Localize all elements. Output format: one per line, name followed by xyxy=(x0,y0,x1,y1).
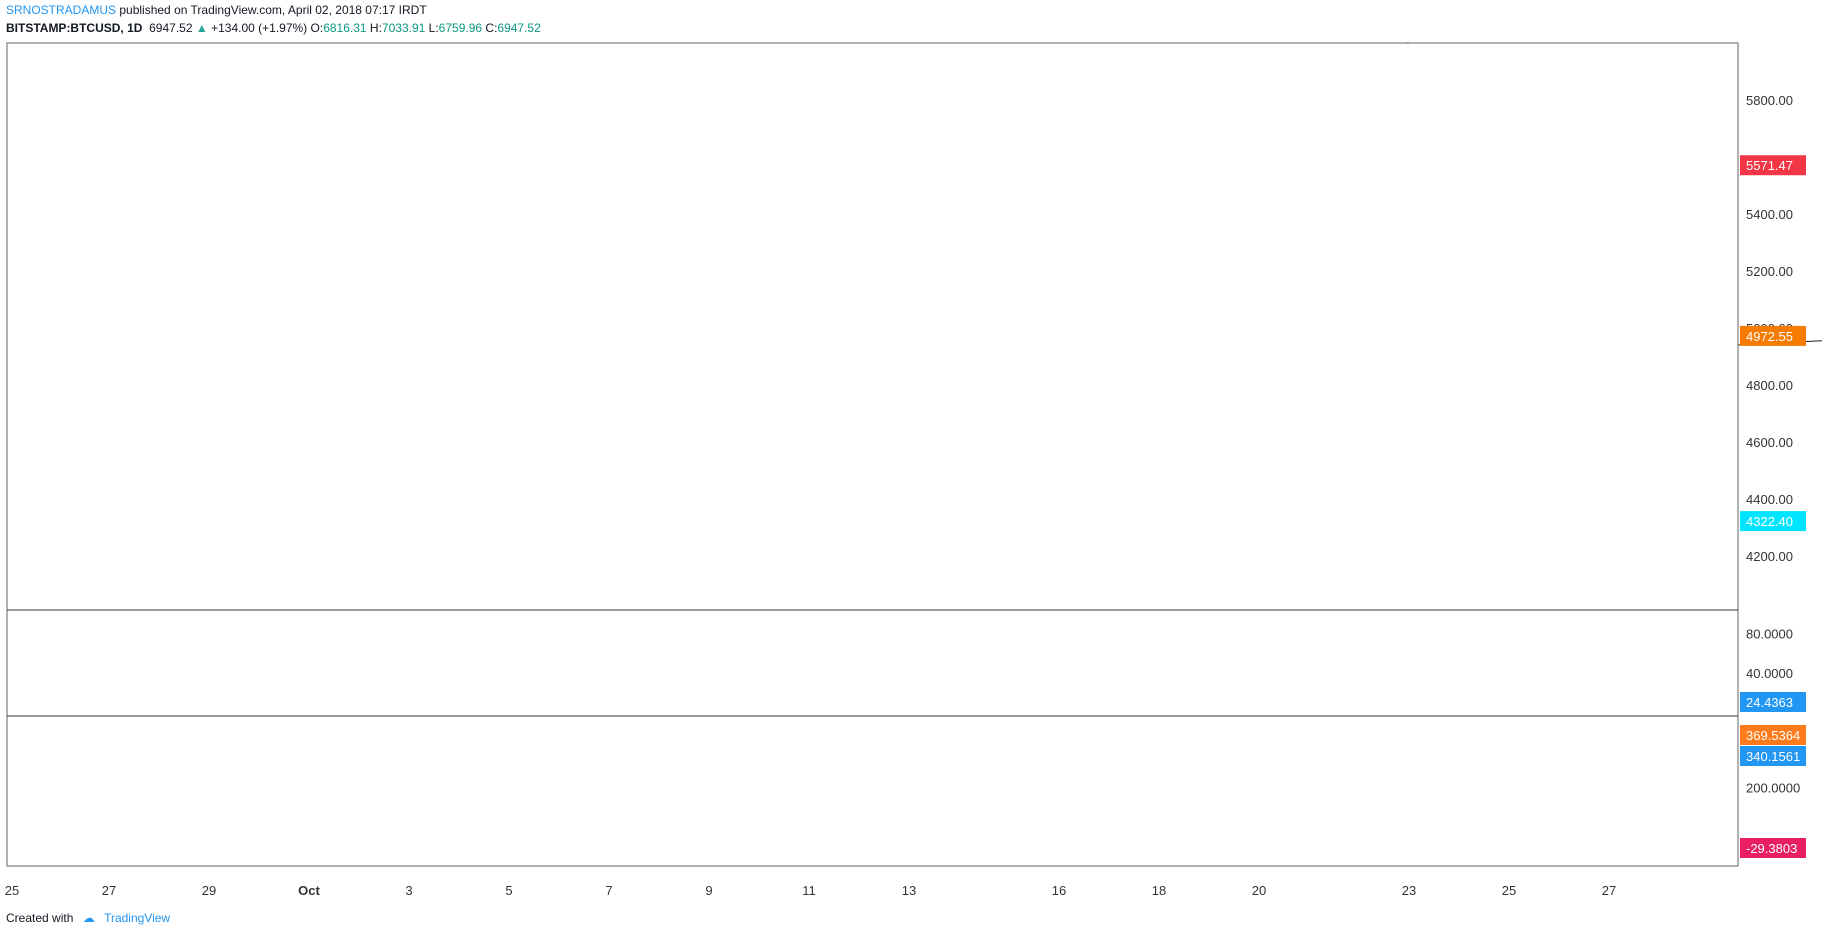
author-link[interactable]: SRNOSTRADAMUS xyxy=(6,3,117,17)
x-tick-label: 27 xyxy=(1602,883,1616,898)
x-tick-label: 5 xyxy=(505,883,512,898)
close-label: C: xyxy=(485,21,498,35)
macd-value-tag-bg xyxy=(1740,746,1806,766)
ohlc-row: BITSTAMP:BTCUSD, 1D 6947.52 ▲ +134.00 (+… xyxy=(6,21,541,35)
stoch-value-tag: 24.4363 xyxy=(1746,695,1793,710)
y-tick-label: 4200.00 xyxy=(1746,549,1793,564)
x-tick-label: 23 xyxy=(1402,883,1416,898)
macd-signal-tag-bg xyxy=(1740,725,1806,745)
x-tick-label: Oct xyxy=(298,883,320,898)
macd-hist-tag-bg xyxy=(1740,838,1806,858)
symbol-label: BITSTAMP:BTCUSD, 1D xyxy=(6,21,143,35)
change-value: +134.00 (+1.97%) xyxy=(211,21,308,35)
open-label: O: xyxy=(310,21,324,35)
y-tick-label: 5400.00 xyxy=(1746,207,1793,222)
high-value: 7033.91 xyxy=(381,21,426,35)
low-label: L: xyxy=(428,21,439,35)
price-tag-bg xyxy=(1740,325,1806,346)
last-price: 6947.52 xyxy=(149,21,193,35)
up-arrow-icon: ▲ xyxy=(195,21,208,35)
x-tick-label: 29 xyxy=(202,883,216,898)
plot-frame xyxy=(6,42,1739,867)
footer: Created with ☁ TradingView xyxy=(6,911,170,925)
x-tick-label: 13 xyxy=(902,883,916,898)
x-tick-label: 20 xyxy=(1252,883,1266,898)
publish-date: published on TradingView.com, April 02, … xyxy=(119,3,427,17)
y-tick-label: 5200.00 xyxy=(1746,264,1793,279)
created-with: Created with xyxy=(6,911,74,925)
stoch-tick-label: 40.0000 xyxy=(1746,666,1793,681)
x-tick-label: 25 xyxy=(1502,883,1516,898)
x-tick-label: 16 xyxy=(1052,883,1066,898)
x-tick-label: 25 xyxy=(5,883,19,898)
y-tick-label: 4600.00 xyxy=(1746,435,1793,450)
price-tag-bg xyxy=(1740,511,1806,532)
price-tag: 5571.47 xyxy=(1746,158,1793,173)
x-tick-label: 18 xyxy=(1152,883,1166,898)
x-tick-label: 27 xyxy=(102,883,116,898)
axes: 5800.005400.005200.005000.004800.004600.… xyxy=(5,42,1806,898)
macd-signal-tag: 369.5364 xyxy=(1746,728,1800,743)
close-value: 6947.52 xyxy=(497,21,541,35)
x-tick-label: 7 xyxy=(605,883,612,898)
publish-info: SRNOSTRADAMUS published on TradingView.c… xyxy=(6,3,427,17)
high-label: H: xyxy=(369,21,382,35)
tradingview-link[interactable]: TradingView xyxy=(104,911,171,925)
macd-tick-label: 200.0000 xyxy=(1746,781,1800,796)
open-value: 6816.31 xyxy=(323,21,367,35)
x-tick-label: 11 xyxy=(802,883,816,898)
macd-value-tag: 340.1561 xyxy=(1746,749,1800,764)
stoch-value-tag-bg xyxy=(1740,692,1806,712)
x-tick-label: 9 xyxy=(705,883,712,898)
tradingview-logo-icon[interactable]: ☁ xyxy=(82,911,95,925)
x-tick-label: 3 xyxy=(405,883,412,898)
price-tag: 4972.55 xyxy=(1746,329,1793,344)
macd-hist-tag: -29.3803 xyxy=(1746,841,1797,856)
y-tick-label: 5800.00 xyxy=(1746,93,1793,108)
price-tag: 4322.40 xyxy=(1746,514,1793,529)
price-tag-bg xyxy=(1740,155,1806,176)
low-value: 6759.96 xyxy=(438,21,483,35)
stoch-tick-label: 80.0000 xyxy=(1746,627,1793,642)
y-tick-label: 4800.00 xyxy=(1746,378,1793,393)
y-tick-label: 4400.00 xyxy=(1746,492,1793,507)
